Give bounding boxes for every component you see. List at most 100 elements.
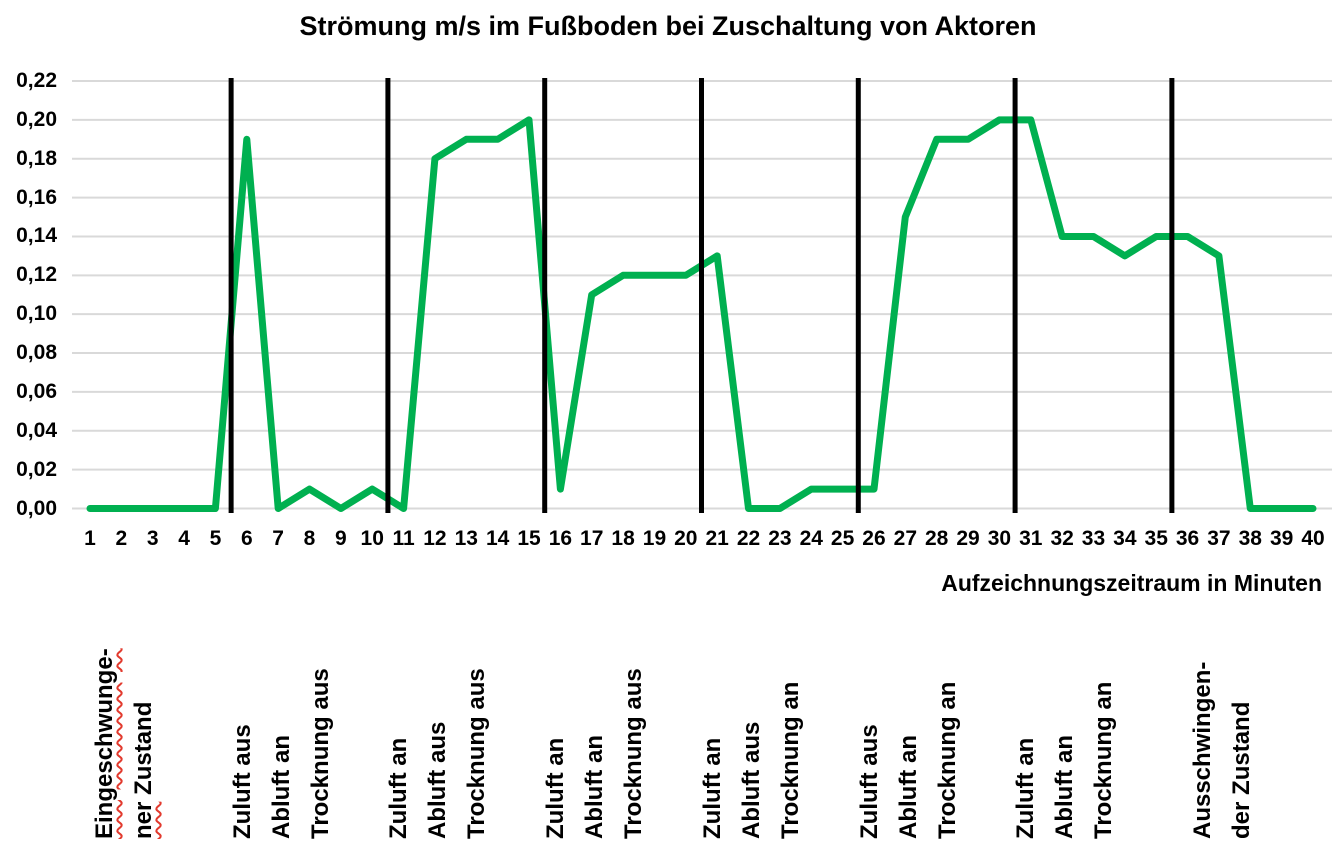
phase-label-word: aus [620, 668, 648, 710]
phase-label-word: Zustand [130, 701, 158, 795]
phase-label-word: an [267, 735, 295, 764]
phase-label-line: Abluft an [268, 735, 296, 839]
x-tick-label: 16 [548, 527, 573, 550]
x-tick-label: 26 [862, 527, 886, 550]
x-tick-label: 7 [272, 527, 284, 550]
y-tick-label: 0,10 [16, 302, 57, 326]
x-tick-label: 2 [115, 527, 128, 550]
phase-label-word: Abluft [581, 769, 609, 839]
x-tick-label: 6 [240, 527, 253, 550]
phase-label-word: Trocknung [463, 716, 491, 839]
y-tick-label: 0,22 [16, 69, 57, 92]
x-tick-label: 11 [392, 527, 415, 550]
x-tick-label: 4 [178, 527, 190, 550]
phase-label-word: der [1227, 801, 1255, 839]
x-tick-label: 9 [335, 527, 347, 550]
phase-label-line: Zuluft aus [856, 724, 884, 839]
x-tick-label: 22 [736, 527, 761, 550]
phase-label-word: an [1012, 737, 1040, 766]
phase-label-line: Abluft aus [424, 722, 452, 839]
phase-label-word: Trocknung [776, 716, 804, 839]
x-tick-label: 1 [84, 527, 96, 550]
phase-label-word: an [933, 681, 961, 710]
y-tick-label: 0,20 [16, 107, 57, 131]
phase-label-word: Zuluft [542, 772, 570, 839]
phase-label-word: Ausschwingen- [1188, 661, 1216, 839]
x-tick-label: 38 [1238, 527, 1262, 550]
x-tick-label: 35 [1144, 527, 1168, 550]
x-tick-label: 29 [956, 527, 980, 550]
x-tick-label: 12 [423, 527, 447, 550]
phase-label-word: an [385, 737, 413, 766]
phase-label-line: Abluft an [1051, 735, 1079, 839]
phase-label-word: ner [130, 801, 158, 839]
phase-label-word: Trocknung [620, 716, 648, 839]
phase-label-word: aus [737, 721, 765, 764]
x-axis-title: Aufzeichnungszeitraum in Minuten [941, 570, 1322, 596]
phase-label-line: Abluft an [895, 735, 923, 839]
phase-label-line: Trocknung aus [307, 668, 335, 839]
phase-label-line: Trocknung an [1090, 682, 1118, 839]
x-tick-label: 25 [830, 527, 855, 550]
phase-label-word: Zuluft [385, 772, 413, 839]
phase-label-word: an [581, 735, 609, 764]
x-tick-label: 8 [303, 527, 316, 550]
y-tick-label: 0,18 [16, 146, 57, 170]
y-tick-label: 0,02 [16, 457, 57, 481]
x-tick-label: 37 [1207, 527, 1231, 550]
x-tick-label: 13 [454, 527, 478, 550]
phase-label-word: aus [463, 668, 491, 710]
phase-label-line: Ausschwingen- [1189, 662, 1217, 839]
y-tick-label: 0,00 [16, 496, 57, 520]
y-tick-label: 0,06 [16, 379, 57, 403]
phase-label-word: Zuluft [855, 772, 883, 839]
x-tick-label: 14 [485, 527, 510, 550]
phase-label-word: Zustand [1227, 701, 1255, 795]
y-axis-labels: 0,22 0,20 0,18 0,16 0,14 0,12 0,10 0,08 0,06 0,04… [0, 0, 57, 844]
y-tick-label: 0,12 [16, 263, 57, 287]
phase-label-line: Eingeschwunge- [91, 648, 119, 839]
phase-label-word: Zuluft [1012, 772, 1040, 839]
phase-label-line: Abluft aus [738, 722, 766, 839]
phase-label-line: Zuluft aus [229, 724, 257, 839]
phase-label-line: Trocknung an [934, 682, 962, 839]
x-tick-label: 39 [1269, 527, 1294, 550]
phase-label-word: Trocknung [933, 716, 961, 839]
x-tick-label: 23 [768, 527, 792, 550]
phase-label-word: Abluft [424, 769, 452, 839]
phase-label-line: ner Zustand [130, 702, 158, 839]
phase-label-word: aus [424, 721, 452, 764]
x-tick-label: 30 [987, 527, 1012, 550]
phase-label-word: Zuluft [698, 772, 726, 839]
phase-label-line: Trocknung aus [620, 668, 648, 839]
x-tick-label: 10 [360, 527, 384, 550]
phase-label-word: Eingeschwunge- [91, 648, 119, 839]
y-tick-label: 0,04 [16, 418, 57, 442]
x-tick-label: 32 [1050, 527, 1074, 550]
x-tick-label: 5 [209, 527, 222, 550]
phase-label-line: Zuluft an [1012, 738, 1040, 839]
phase-label-word: Trocknung [1090, 716, 1118, 839]
x-tick-label: 19 [642, 527, 667, 550]
phase-label-line: Zuluft an [699, 738, 727, 839]
phase-label-line: Abluft an [581, 735, 609, 839]
phase-label-word: Abluft [894, 769, 922, 839]
phase-label-line: Zuluft an [385, 738, 413, 839]
phase-label-word: an [776, 681, 804, 710]
phase-label-word: aus [855, 724, 883, 766]
phase-label-word: Zuluft [228, 772, 256, 839]
y-tick-label: 0,08 [16, 341, 57, 365]
x-tick-label: 40 [1301, 527, 1325, 550]
x-tick-label: 17 [580, 527, 604, 550]
phase-label-word: Abluft [1051, 769, 1079, 839]
phase-label-word: an [894, 735, 922, 764]
x-tick-label: 28 [925, 527, 949, 550]
x-tick-label: 33 [1081, 527, 1106, 550]
y-tick-label: 0,16 [16, 185, 57, 209]
phase-label-line: Zuluft an [542, 738, 570, 839]
phase-label-line: Trocknung an [777, 682, 805, 839]
y-tick-label: 0,14 [16, 224, 57, 248]
phase-label-word: Abluft [737, 769, 765, 839]
